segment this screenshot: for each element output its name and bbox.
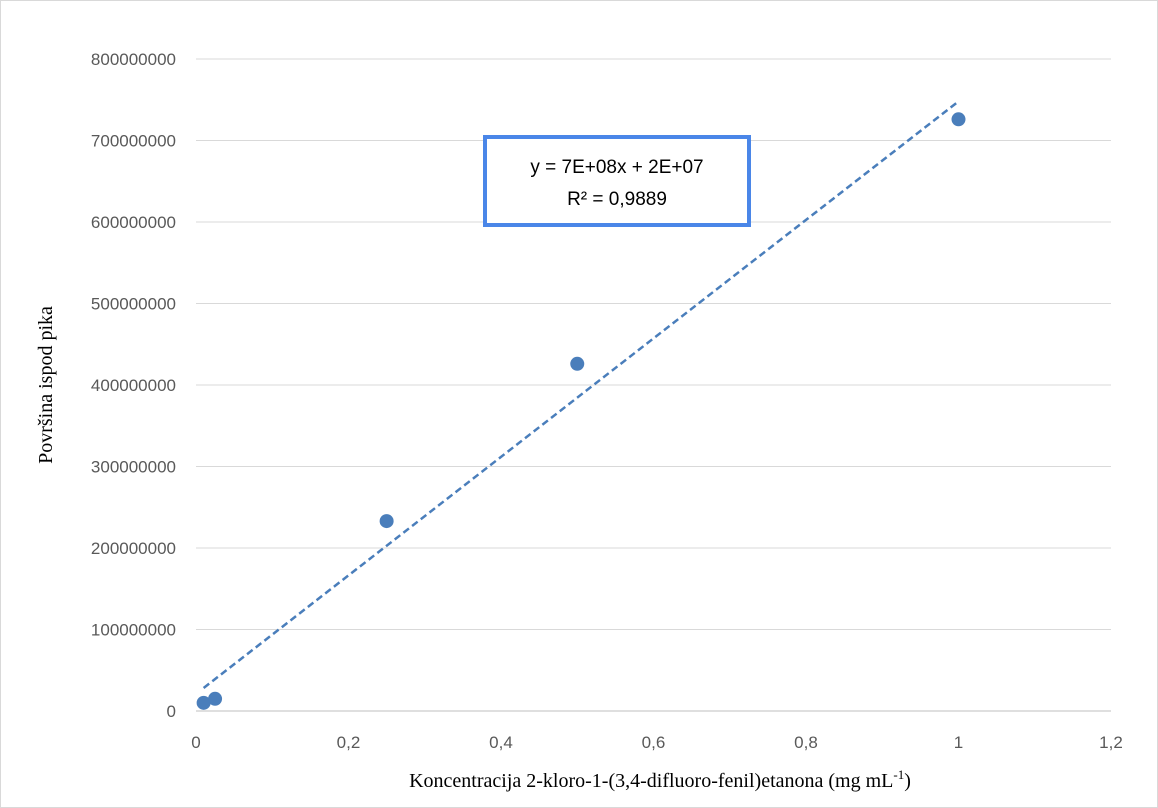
x-tick-label: 0,6 <box>642 733 666 752</box>
trendline-equation: y = 7E+08x + 2E+07 <box>530 157 703 178</box>
trendline <box>202 100 960 689</box>
x-tick-label: 0 <box>191 733 200 752</box>
equation-box: y = 7E+08x + 2E+07 R² = 0,9889 <box>483 135 751 227</box>
equation-box-border <box>483 135 751 227</box>
y-tick-label: 100000000 <box>91 621 176 640</box>
y-axis-title: Površina ispod pika <box>35 306 57 464</box>
y-tick-label: 200000000 <box>91 539 176 558</box>
y-axis-ticks: 0 100000000 200000000 300000000 400000000 500… <box>91 50 176 721</box>
x-axis-title-main: Koncentracija 2-kloro-1-(3,4-difluoro-fe… <box>409 770 893 792</box>
x-axis-ticks: 0 0,2 0,4 0,6 0,8 1 1,2 <box>191 733 1123 752</box>
y-tick-label: 700000000 <box>91 132 176 151</box>
data-point <box>379 514 394 529</box>
x-tick-label: 0,2 <box>337 733 361 752</box>
y-tick-label: 300000000 <box>91 458 176 477</box>
data-point <box>951 112 966 127</box>
y-tick-label: 400000000 <box>91 376 176 395</box>
data-point <box>208 691 223 706</box>
y-tick-label: 500000000 <box>91 295 176 314</box>
y-tick-label: 800000000 <box>91 50 176 69</box>
x-tick-label: 1,2 <box>1099 733 1123 752</box>
x-tick-label: 0,4 <box>489 733 513 752</box>
x-axis-title: Koncentracija 2-kloro-1-(3,4-difluoro-fe… <box>409 767 911 792</box>
y-tick-label: 600000000 <box>91 213 176 232</box>
y-tick-label: 0 <box>167 702 176 721</box>
data-points <box>196 112 966 710</box>
data-point <box>570 356 585 371</box>
r-squared-label: R² = 0,9889 <box>567 189 667 210</box>
x-axis-title-superscript: -1 <box>893 767 904 782</box>
data-point <box>196 695 211 710</box>
x-tick-label: 0,8 <box>794 733 818 752</box>
x-tick-label: 1 <box>954 733 963 752</box>
x-axis-title-end: ) <box>904 770 911 792</box>
